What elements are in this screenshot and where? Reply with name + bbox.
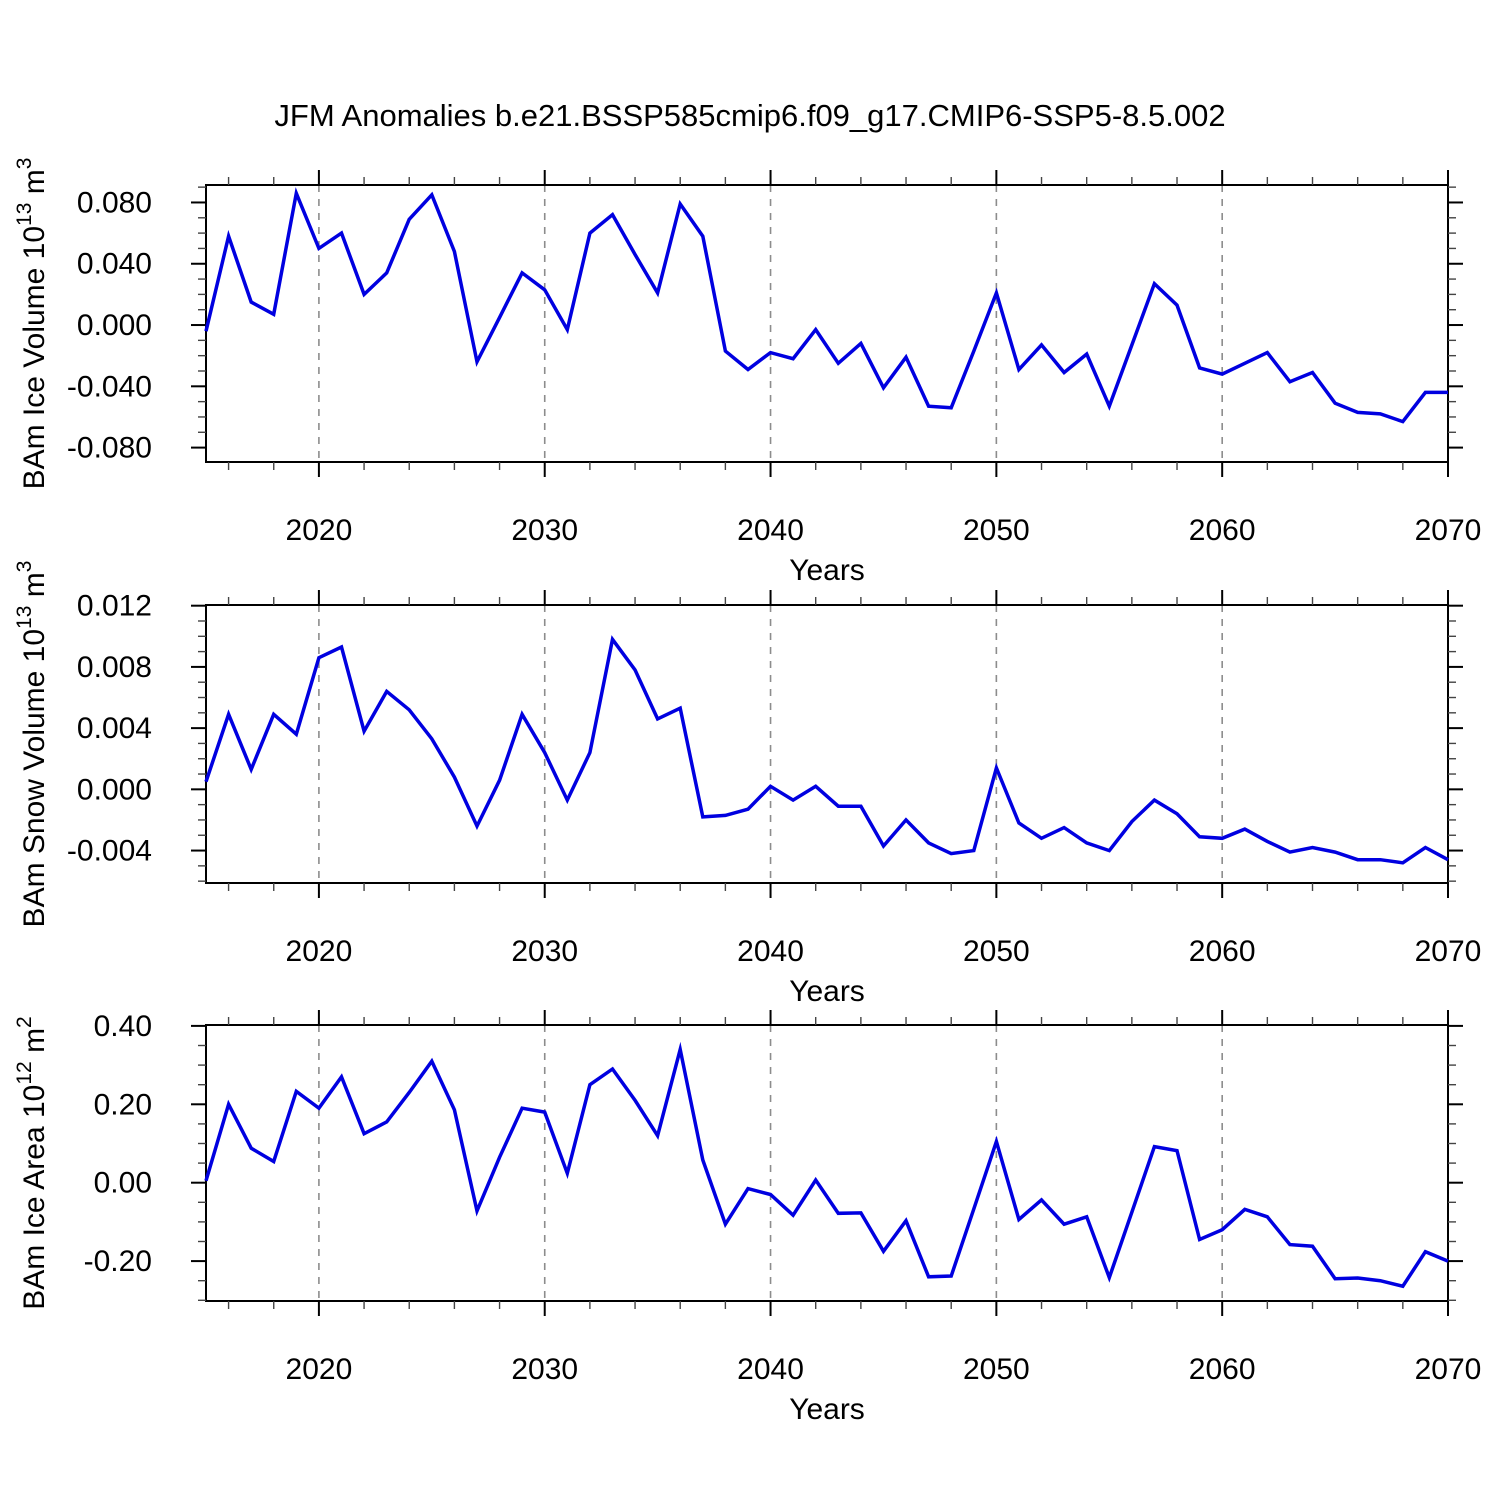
y-tick-label: 0.080: [77, 186, 152, 219]
y-tick-label: -0.20: [84, 1245, 152, 1278]
x-tick-label: 2040: [737, 514, 804, 547]
x-tick-label: 2030: [511, 1353, 578, 1386]
x-axis-title: Years: [789, 975, 865, 1008]
y-axis-title: BAm Ice Area 1012 m2: [13, 1016, 51, 1310]
y-tick-label: 0.000: [77, 309, 152, 342]
panel-1: 0.080 0.040 0.000 -0.040 -0.080 2020 2030 2040 2…: [13, 158, 1481, 587]
y-tick-label: 0.00: [94, 1167, 152, 1200]
series-line: [204, 635, 1449, 865]
x-tick-label: 2050: [963, 514, 1030, 547]
y-tick-label: 0.000: [77, 773, 152, 806]
y-axis-title: BAm Snow Volume 1013 m3: [13, 561, 51, 928]
x-tick-label: 2050: [963, 1353, 1030, 1386]
x-tick-label: 2060: [1189, 514, 1256, 547]
x-tick-label: 2070: [1415, 1353, 1482, 1386]
panel-frame: [205, 1024, 1449, 1302]
y-axis-title: BAm Ice Volume 1013 m3: [13, 158, 51, 490]
series-line: [204, 1041, 1449, 1289]
panel-3: 0.40 0.20 0.00 -0.20 2020 2030 2040 2050 2060 207…: [13, 1010, 1481, 1426]
y-tick-label: 0.40: [94, 1010, 152, 1043]
y-tick-label: -0.080: [67, 432, 152, 465]
x-tick-label: 2020: [286, 935, 353, 968]
y-tick-label: 0.20: [94, 1088, 152, 1121]
x-tick-label: 2040: [737, 1353, 804, 1386]
x-tick-label: 2060: [1189, 935, 1256, 968]
x-axis-title: Years: [789, 554, 865, 587]
x-tick-label: 2040: [737, 935, 804, 968]
panel-frame: [205, 184, 1449, 463]
x-tick-label: 2060: [1189, 1353, 1256, 1386]
y-tick-label: 0.008: [77, 651, 152, 684]
x-tick-label: 2050: [963, 935, 1030, 968]
series-line: [204, 187, 1448, 424]
x-axis-title: Years: [789, 1393, 865, 1426]
panel-frame: [205, 604, 1449, 884]
x-tick-label: 2020: [286, 514, 353, 547]
x-tick-label: 2030: [511, 514, 578, 547]
y-tick-label: 0.004: [77, 712, 152, 745]
panel-2: 0.012 0.008 0.004 0.000 -0.004 2020 2030 2040 20…: [13, 561, 1481, 1008]
x-tick-label: 2020: [286, 1353, 353, 1386]
x-tick-label: 2070: [1415, 514, 1482, 547]
y-tick-label: 0.040: [77, 248, 152, 281]
y-tick-label: 0.012: [77, 590, 152, 623]
x-tick-label: 2030: [511, 935, 578, 968]
y-tick-label: -0.040: [67, 370, 152, 403]
x-tick-label: 2070: [1415, 935, 1482, 968]
y-tick-label: -0.004: [67, 835, 152, 868]
chart-title: JFM Anomalies b.e21.BSSP585cmip6.f09_g17…: [274, 98, 1226, 133]
